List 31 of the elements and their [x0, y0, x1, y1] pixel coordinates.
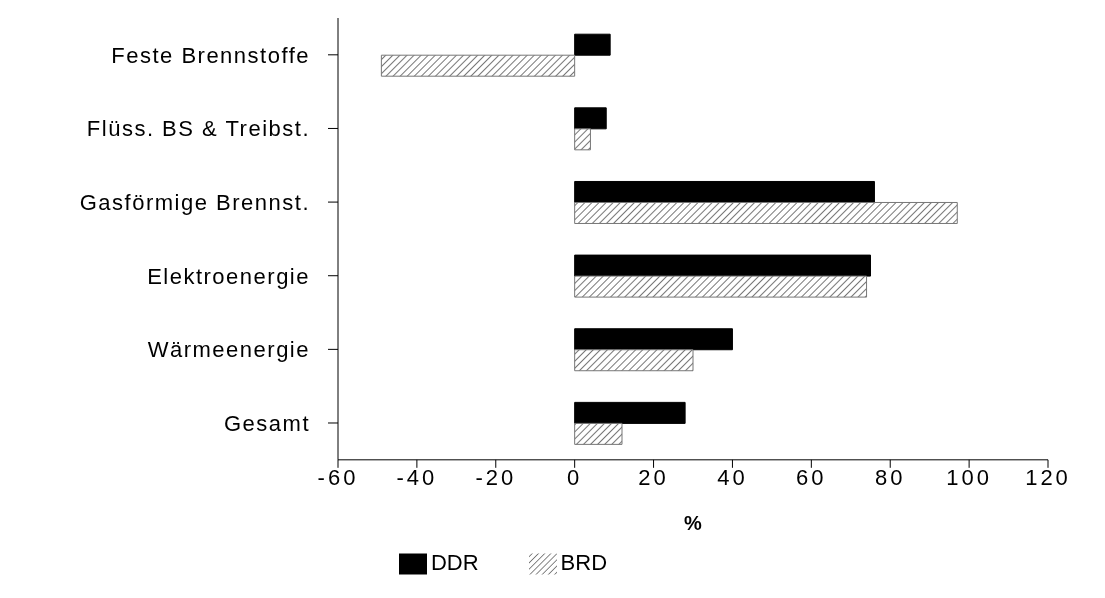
- x-tick-label: 0: [567, 465, 583, 491]
- x-tick-label: -20: [475, 465, 517, 491]
- x-tick-label: 100: [946, 465, 992, 491]
- bar: [574, 349, 694, 372]
- y-tick-label: Wärmeenergie: [147, 337, 310, 363]
- bar: [574, 275, 868, 298]
- x-tick-label: 40: [717, 465, 748, 491]
- legend-label: DDR: [430, 549, 479, 575]
- y-tick-label: Elektroenergie: [147, 263, 310, 289]
- x-tick-label: 60: [796, 465, 827, 491]
- bar: [574, 328, 733, 351]
- legend-label: BRD: [560, 549, 608, 575]
- bar: [380, 54, 576, 77]
- bar: [574, 254, 871, 277]
- x-tick-label: -40: [396, 465, 438, 491]
- bar: [574, 107, 607, 130]
- bar: [574, 201, 958, 224]
- bar: [574, 401, 686, 424]
- x-tick-label: 20: [638, 465, 669, 491]
- y-tick-label: Flüss. BS & Treibst.: [86, 116, 310, 142]
- x-tick-label: 120: [1025, 465, 1071, 491]
- y-tick-label: Gesamt: [223, 410, 310, 436]
- bar: [574, 128, 591, 151]
- bar: [574, 180, 875, 203]
- x-tick-label: -60: [317, 465, 359, 491]
- y-tick-label: Feste Brennstoffe: [111, 42, 310, 68]
- bar: [574, 33, 611, 56]
- x-tick-label: 80: [874, 465, 906, 491]
- x-axis-title: %: [684, 511, 703, 534]
- y-tick-label: Gasförmige Brennst.: [79, 189, 310, 215]
- bar: [574, 422, 623, 445]
